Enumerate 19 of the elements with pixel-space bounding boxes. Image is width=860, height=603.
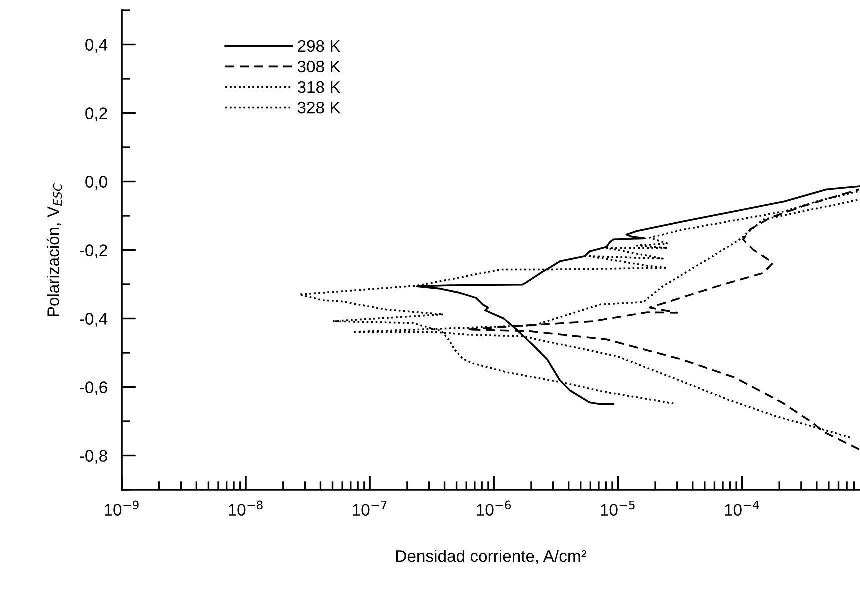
y-axis-title: Polarización, V$_{ESC}$ (46, 183, 62, 316)
x-tick-label: 10$^{−4}$ (725, 500, 760, 516)
y-tick-label: -0,6 (80, 382, 108, 396)
y-tick-label: 0,2 (86, 108, 108, 122)
x-axis-title: Densidad corriente, A/cm² (396, 550, 587, 564)
y-tick-label: -0,2 (80, 244, 108, 258)
legend-label: 328 K (298, 102, 341, 114)
x-tick-label: 10$^{−7}$ (353, 500, 387, 516)
y-tick-label: 0,4 (86, 39, 108, 53)
legend-label: 308 K (298, 60, 341, 73)
x-tick-label: 10$^{−8}$ (229, 500, 263, 516)
legend-label: 298 K (298, 40, 341, 52)
y-tick-label: 0,0 (86, 176, 108, 190)
y-tick-label: -0,8 (80, 450, 108, 464)
y-tick-label: -0,4 (80, 313, 108, 327)
x-tick-label: 10$^{−6}$ (477, 500, 512, 516)
x-tick-label: 10$^{−5}$ (601, 500, 635, 516)
x-tick-label: 10$^{−9}$ (105, 500, 139, 516)
legend-label: 318 K (298, 81, 341, 94)
